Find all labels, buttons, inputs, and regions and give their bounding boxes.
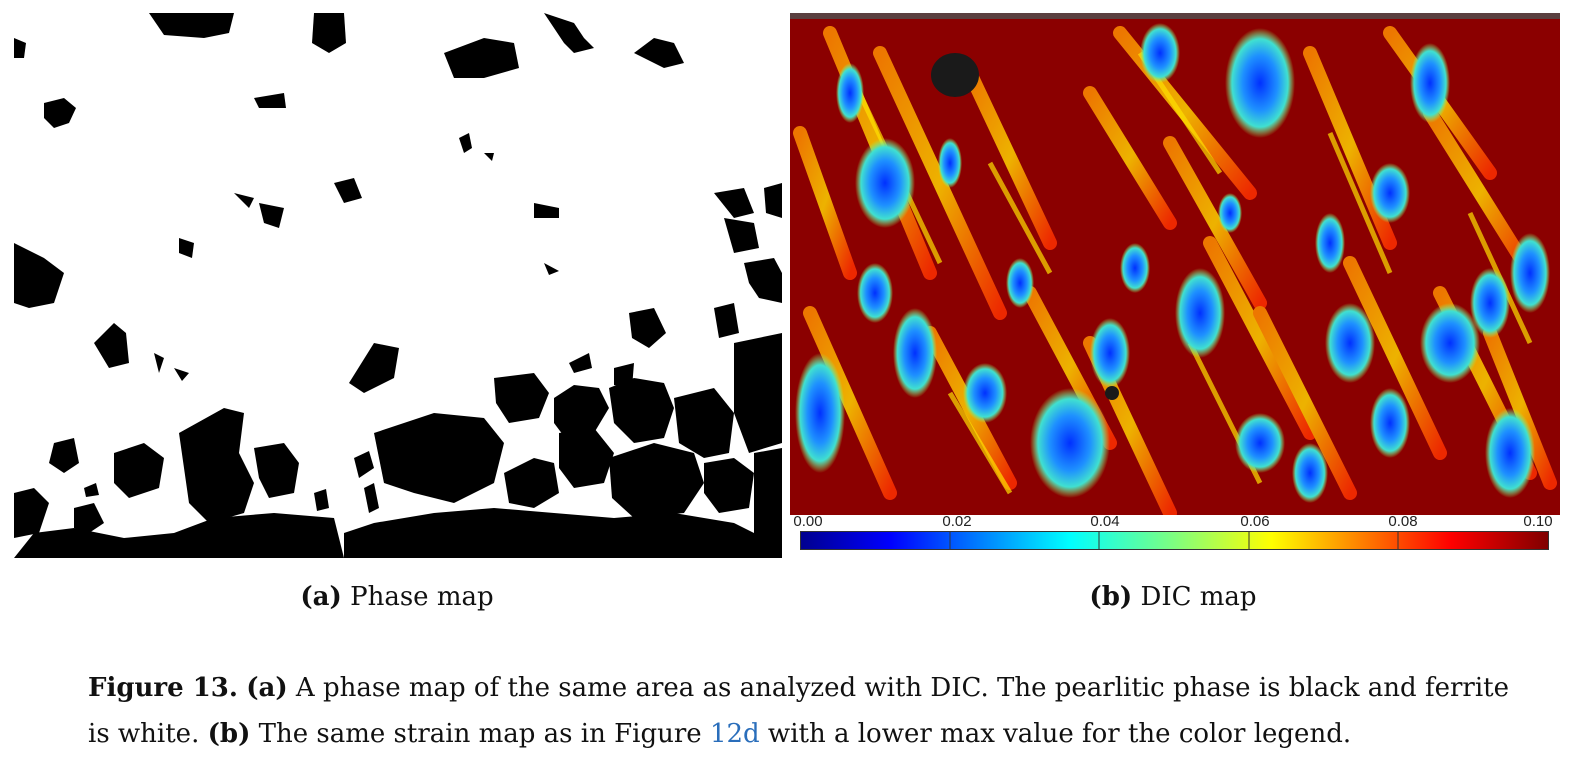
- subcaption-a: (a) Phase map: [300, 582, 493, 612]
- subcaption-b-label: (b): [1089, 582, 1133, 612]
- caption-a-label: (a): [246, 673, 288, 703]
- figure-caption: Figure 13. (a) A phase map of the same a…: [88, 665, 1528, 757]
- caption-b-label: (b): [207, 719, 251, 749]
- caption-b-text-1: The same strain map as in Figure: [250, 719, 710, 749]
- subcaption-a-label: (a): [300, 582, 342, 612]
- colorbar-tick-label: 0.00: [793, 513, 823, 530]
- subcaption-b: (b) DIC map: [1089, 582, 1256, 612]
- subcaption-a-title: Phase map: [350, 582, 494, 612]
- colorbar: [800, 531, 1549, 550]
- colorbar-tick-label: 0.06: [1240, 513, 1270, 530]
- subcaption-b-title: DIC map: [1140, 582, 1257, 612]
- figure-label: Figure 13.: [88, 673, 238, 703]
- dic-strain-map-image: [790, 13, 1560, 515]
- colorbar-tick-label: 0.10: [1523, 513, 1553, 530]
- colorbar-tick-label: 0.08: [1388, 513, 1418, 530]
- colorbar-tick-label: 0.04: [1090, 513, 1120, 530]
- phase-map-image: [14, 13, 782, 558]
- colorbar-tick-label: 0.02: [942, 513, 972, 530]
- caption-a-text: A phase map of the same area as analyzed…: [88, 673, 1509, 749]
- figure-reference-link[interactable]: 12d: [709, 719, 760, 749]
- caption-b-text-2: with a lower max value for the color leg…: [759, 719, 1352, 749]
